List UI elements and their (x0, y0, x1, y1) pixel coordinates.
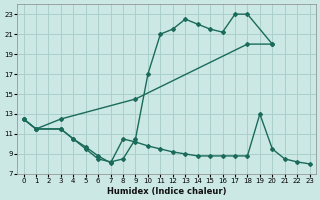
X-axis label: Humidex (Indice chaleur): Humidex (Indice chaleur) (107, 187, 226, 196)
